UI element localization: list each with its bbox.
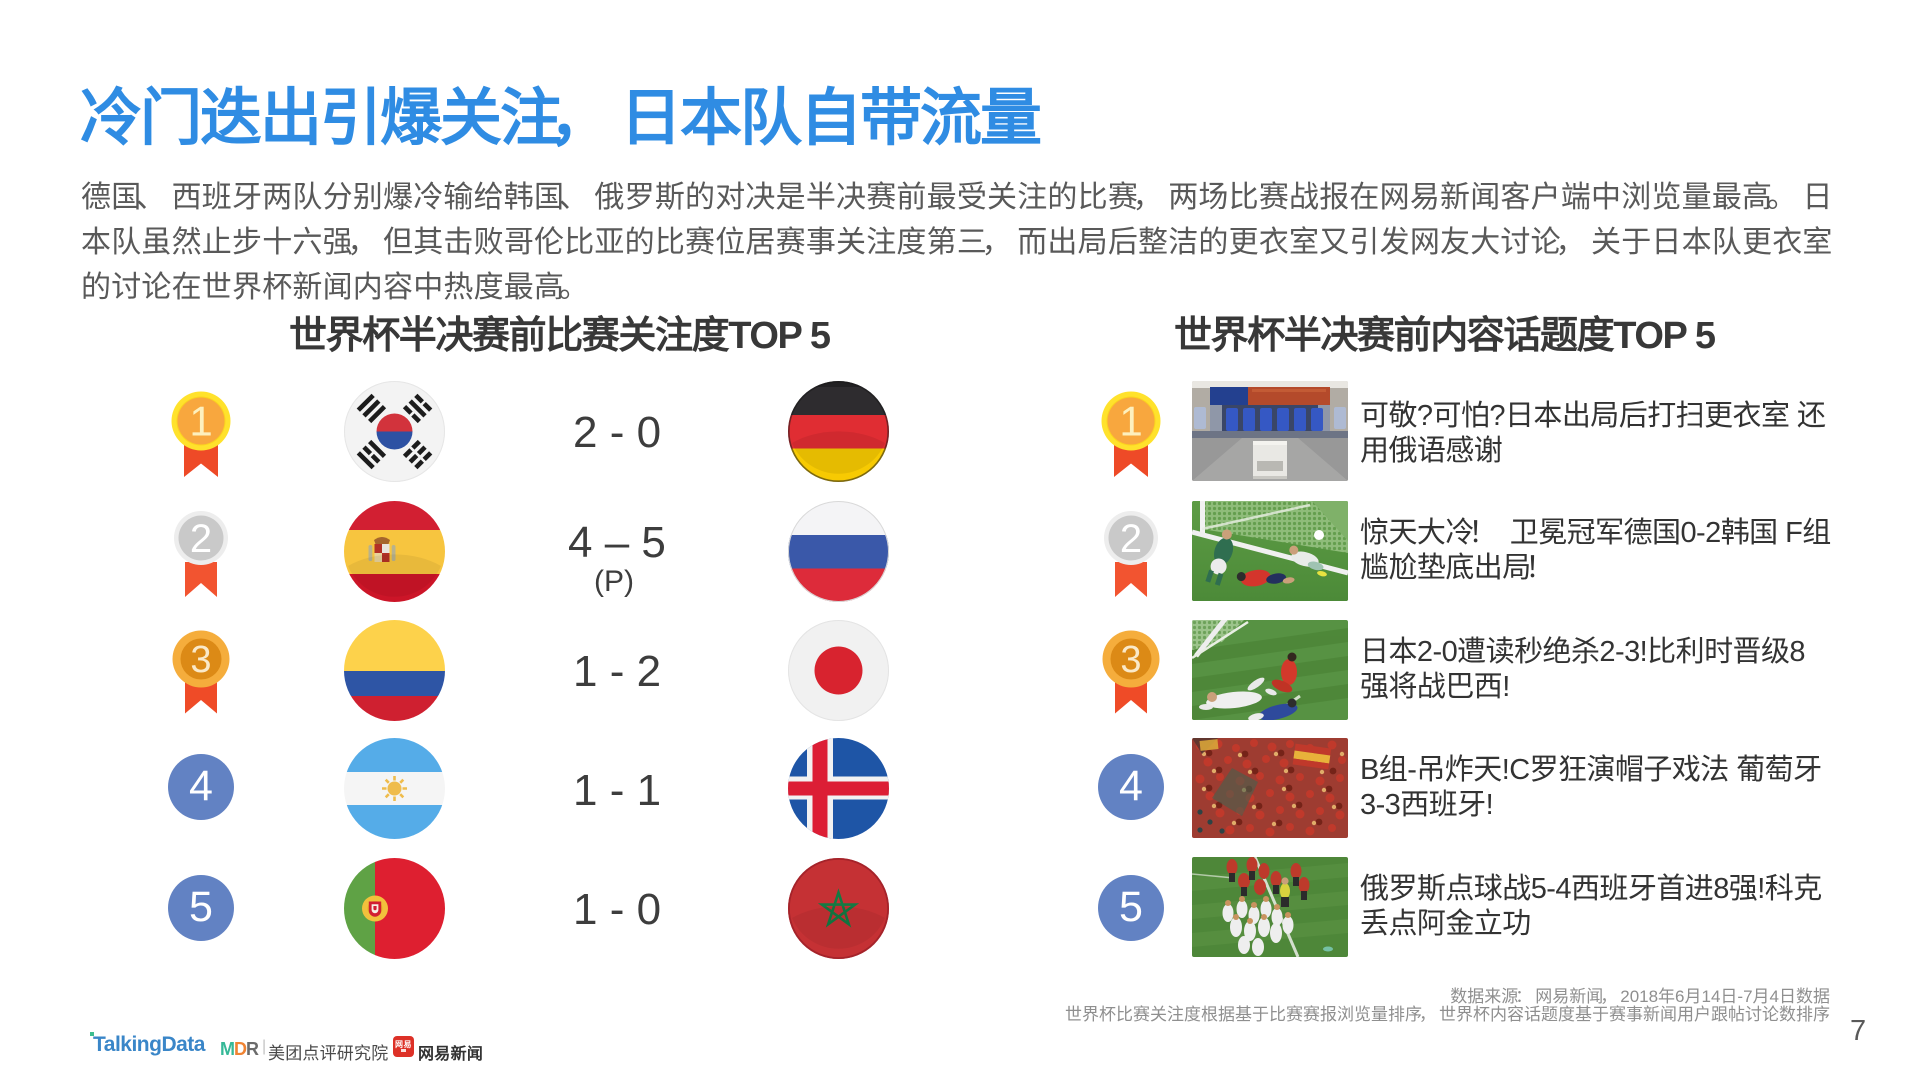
svg-text:3: 3 xyxy=(1120,639,1141,681)
svg-text:1: 1 xyxy=(1119,398,1142,445)
svg-text:2: 2 xyxy=(190,517,212,561)
svg-text:2: 2 xyxy=(1120,517,1142,561)
svg-text:3: 3 xyxy=(190,639,211,681)
svg-text:1: 1 xyxy=(189,398,212,445)
